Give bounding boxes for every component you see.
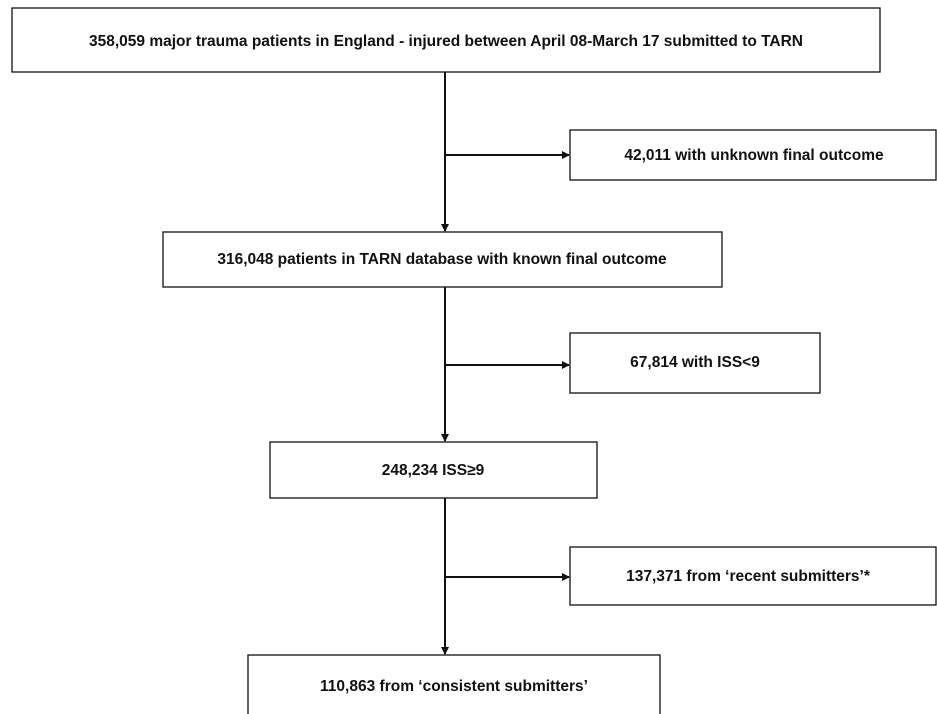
node-label: 358,059 major trauma patients in England…	[89, 33, 803, 50]
node-label: 137,371 from ‘recent submitters’*	[626, 568, 871, 585]
box	[569, 129, 937, 181]
box	[569, 546, 937, 606]
box	[11, 7, 881, 73]
node-label: 110,863 from ‘consistent submitters’	[320, 678, 588, 695]
node-label: 42,011 with unknown final outcome	[624, 147, 884, 164]
box	[269, 441, 598, 499]
node-label: 67,814 with ISS<9	[630, 354, 760, 371]
node-label: 248,234 ISS≥9	[382, 462, 485, 479]
box	[247, 654, 661, 714]
box	[569, 332, 821, 394]
node-label: 316,048 patients in TARN database with k…	[217, 251, 667, 268]
box	[162, 231, 723, 288]
